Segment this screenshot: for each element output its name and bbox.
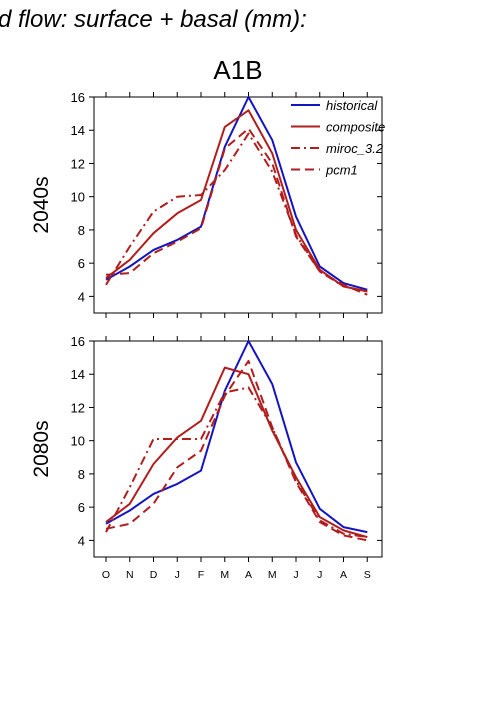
chart-panels: 4 6 8 10 12 14 16 2040s historical composite miroc… bbox=[30, 90, 385, 581]
y-tick-label: 4 bbox=[78, 533, 85, 548]
series-line-historical bbox=[105, 96, 368, 291]
x-tick-label: M bbox=[220, 569, 229, 581]
figure-title: d flow: surface + basal (mm): bbox=[0, 6, 307, 33]
y-tick-label: 6 bbox=[78, 500, 85, 515]
y-tick-label: 4 bbox=[78, 289, 85, 304]
x-tick-label: O bbox=[102, 569, 110, 581]
y-tick-label: 16 bbox=[71, 90, 85, 105]
series-line-composite bbox=[105, 366, 368, 539]
y-tick-label: 10 bbox=[71, 434, 85, 449]
legend-label: miroc_3.2 bbox=[326, 141, 384, 156]
plot-frame bbox=[93, 340, 383, 558]
series-line-miroc-3-2 bbox=[105, 386, 368, 539]
legend-label: historical bbox=[326, 98, 378, 113]
panel-label: 2080s bbox=[30, 420, 53, 477]
y-tick-label: 14 bbox=[71, 367, 85, 382]
x-tick-label: A bbox=[245, 569, 252, 581]
series-line-composite bbox=[105, 109, 368, 293]
series-line-pcm1 bbox=[105, 359, 368, 542]
panel-2040s: 4 6 8 10 12 14 16 2040s historical composite miroc… bbox=[30, 90, 385, 318]
y-tick-label: 8 bbox=[78, 467, 85, 482]
x-tick-label: J bbox=[175, 569, 180, 581]
x-tick-label: D bbox=[150, 569, 158, 581]
panel-2080s: 4 6 8 10 12 14 16 O N D J F M A M J J A S 2080s bbox=[30, 334, 383, 581]
y-tick-label: 8 bbox=[78, 223, 85, 238]
legend-label: composite bbox=[326, 120, 385, 135]
x-tick-label: N bbox=[126, 569, 134, 581]
series-line-historical bbox=[105, 340, 368, 534]
x-tick-label: J bbox=[293, 569, 298, 581]
y-tick-label: 12 bbox=[71, 400, 85, 415]
x-tick-label: M bbox=[268, 569, 277, 581]
legend: historical composite miroc_3.2 pcm1 bbox=[291, 98, 385, 178]
series-line-pcm1 bbox=[105, 127, 368, 296]
x-tick-label: J bbox=[317, 569, 322, 581]
legend-label: pcm1 bbox=[325, 163, 358, 178]
x-tick-label: S bbox=[364, 569, 371, 581]
series-line-miroc-3-2 bbox=[105, 132, 368, 293]
scenario-title: A1B bbox=[213, 55, 262, 85]
y-tick-label: 12 bbox=[71, 156, 85, 171]
x-tick-label: A bbox=[340, 569, 347, 581]
y-tick-label: 16 bbox=[71, 334, 85, 349]
y-tick-label: 10 bbox=[71, 190, 85, 205]
y-tick-label: 14 bbox=[71, 123, 85, 138]
panel-label: 2040s bbox=[30, 176, 53, 233]
plot-frame bbox=[93, 96, 383, 314]
y-tick-label: 6 bbox=[78, 256, 85, 271]
x-tick-label: F bbox=[198, 569, 204, 581]
